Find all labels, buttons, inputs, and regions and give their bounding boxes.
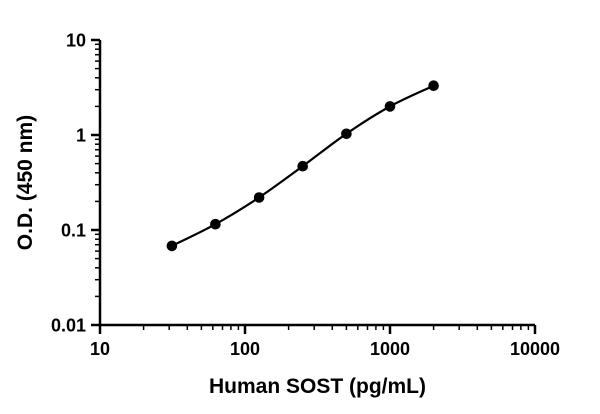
data-point: [341, 128, 352, 140]
axes-and-series-layer: 10 100 1000 10000 10 1 0.1 0.01: [51, 30, 560, 359]
data-point: [297, 160, 309, 172]
y-tick-label: 10: [66, 30, 86, 50]
y-axis-title: O.D. (450 nm): [14, 115, 37, 250]
y-tick-label: 0.1: [61, 220, 86, 240]
data-point: [428, 80, 439, 91]
data-point: [210, 218, 221, 230]
x-tick-label: 100: [230, 339, 260, 359]
y-tick-label: 1: [76, 125, 86, 145]
y-tick-label: 0.01: [51, 315, 86, 335]
x-tick-label: 10000: [510, 339, 560, 359]
data-point: [253, 192, 265, 203]
x-axis-title: Human SOST (pg/mL): [209, 375, 426, 398]
data-point: [384, 101, 396, 112]
data-point: [166, 240, 178, 252]
x-tick-label: 1000: [370, 339, 410, 359]
axes: [98, 40, 535, 327]
x-tick-label: 10: [90, 339, 110, 359]
